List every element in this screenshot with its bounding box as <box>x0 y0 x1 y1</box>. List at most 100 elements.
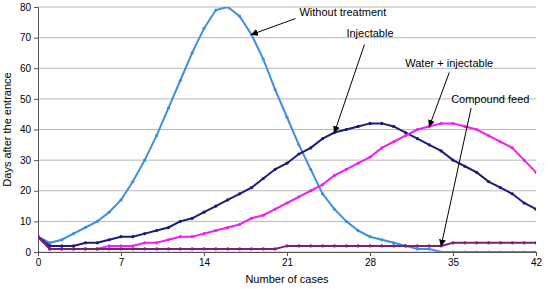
tick-mark <box>453 252 454 256</box>
tick-label: 28 <box>365 257 377 268</box>
point <box>155 229 158 232</box>
point <box>392 125 395 128</box>
annotations: Without treatmentInjectableWater + injec… <box>251 6 529 246</box>
point <box>487 134 490 137</box>
point <box>404 134 407 137</box>
tick-mark <box>287 252 288 256</box>
point <box>48 247 51 250</box>
point <box>499 250 502 252</box>
point <box>285 162 288 165</box>
point <box>167 238 170 241</box>
point <box>499 140 502 143</box>
tick-label: 7 <box>119 257 125 268</box>
tick: 35 <box>448 252 460 268</box>
point <box>274 247 277 250</box>
point <box>60 244 63 247</box>
point <box>60 247 63 250</box>
point <box>451 122 454 125</box>
annotation-text: Water + injectable <box>405 57 493 69</box>
point <box>380 244 383 247</box>
axis-line <box>34 8 39 253</box>
tick: 28 <box>365 252 377 268</box>
point <box>534 250 536 252</box>
tick: 20 <box>20 185 38 196</box>
point <box>191 235 194 238</box>
point <box>463 250 466 252</box>
point <box>404 244 407 247</box>
tick-label: 14 <box>199 257 211 268</box>
point <box>226 226 229 229</box>
point <box>119 198 122 201</box>
tick: 21 <box>282 252 294 268</box>
markers <box>38 7 536 252</box>
point <box>487 241 490 244</box>
point <box>499 186 502 189</box>
point <box>321 183 324 186</box>
point <box>131 235 134 238</box>
point <box>357 162 360 165</box>
point <box>463 241 466 244</box>
point <box>368 235 371 238</box>
point <box>202 247 205 250</box>
point <box>250 217 253 220</box>
point <box>96 247 99 250</box>
markers <box>38 122 536 251</box>
point <box>72 244 75 247</box>
point <box>487 180 490 183</box>
point <box>72 247 75 250</box>
point <box>179 235 182 238</box>
point <box>534 171 536 174</box>
point <box>214 229 217 232</box>
point <box>214 204 217 207</box>
point <box>523 241 526 244</box>
tick: 0 <box>25 247 38 258</box>
tick: 30 <box>20 155 38 166</box>
point <box>309 244 312 247</box>
x-axis-title: Number of cases <box>245 273 329 285</box>
markers <box>38 235 536 250</box>
tick-mark <box>34 7 38 8</box>
point <box>72 247 75 250</box>
point <box>523 159 526 162</box>
point <box>108 247 111 250</box>
tick-label: 60 <box>20 63 32 74</box>
point <box>297 152 300 155</box>
point <box>523 250 526 252</box>
tick: 0 <box>36 252 42 268</box>
tick: 40 <box>20 124 38 135</box>
point <box>96 241 99 244</box>
chart: 07142128354201020304050607080Without tre… <box>0 0 550 289</box>
point <box>475 241 478 244</box>
point <box>179 220 182 223</box>
point <box>84 241 87 244</box>
point <box>451 159 454 162</box>
tick-label: 40 <box>20 124 32 135</box>
point <box>404 244 407 247</box>
point <box>475 171 478 174</box>
point <box>416 247 419 250</box>
point <box>285 201 288 204</box>
tick-label: 35 <box>448 257 460 268</box>
tick-mark <box>34 130 38 131</box>
tick-label: 30 <box>20 155 32 166</box>
point <box>428 247 431 250</box>
tick-mark <box>34 221 38 222</box>
point <box>380 122 383 125</box>
point <box>274 208 277 211</box>
point <box>108 211 111 214</box>
point <box>392 241 395 244</box>
tick-label: 10 <box>20 216 32 227</box>
point <box>534 241 536 244</box>
point <box>475 128 478 131</box>
tick: 14 <box>199 252 211 268</box>
point <box>309 146 312 149</box>
point <box>416 244 419 247</box>
annotation-text: Without treatment <box>299 6 386 18</box>
grid-line <box>38 37 536 38</box>
tick: 7 <box>119 252 125 268</box>
x-axis: 071421283542 <box>36 252 543 268</box>
point <box>380 238 383 241</box>
point <box>179 247 182 250</box>
point <box>167 226 170 229</box>
point <box>202 27 205 30</box>
